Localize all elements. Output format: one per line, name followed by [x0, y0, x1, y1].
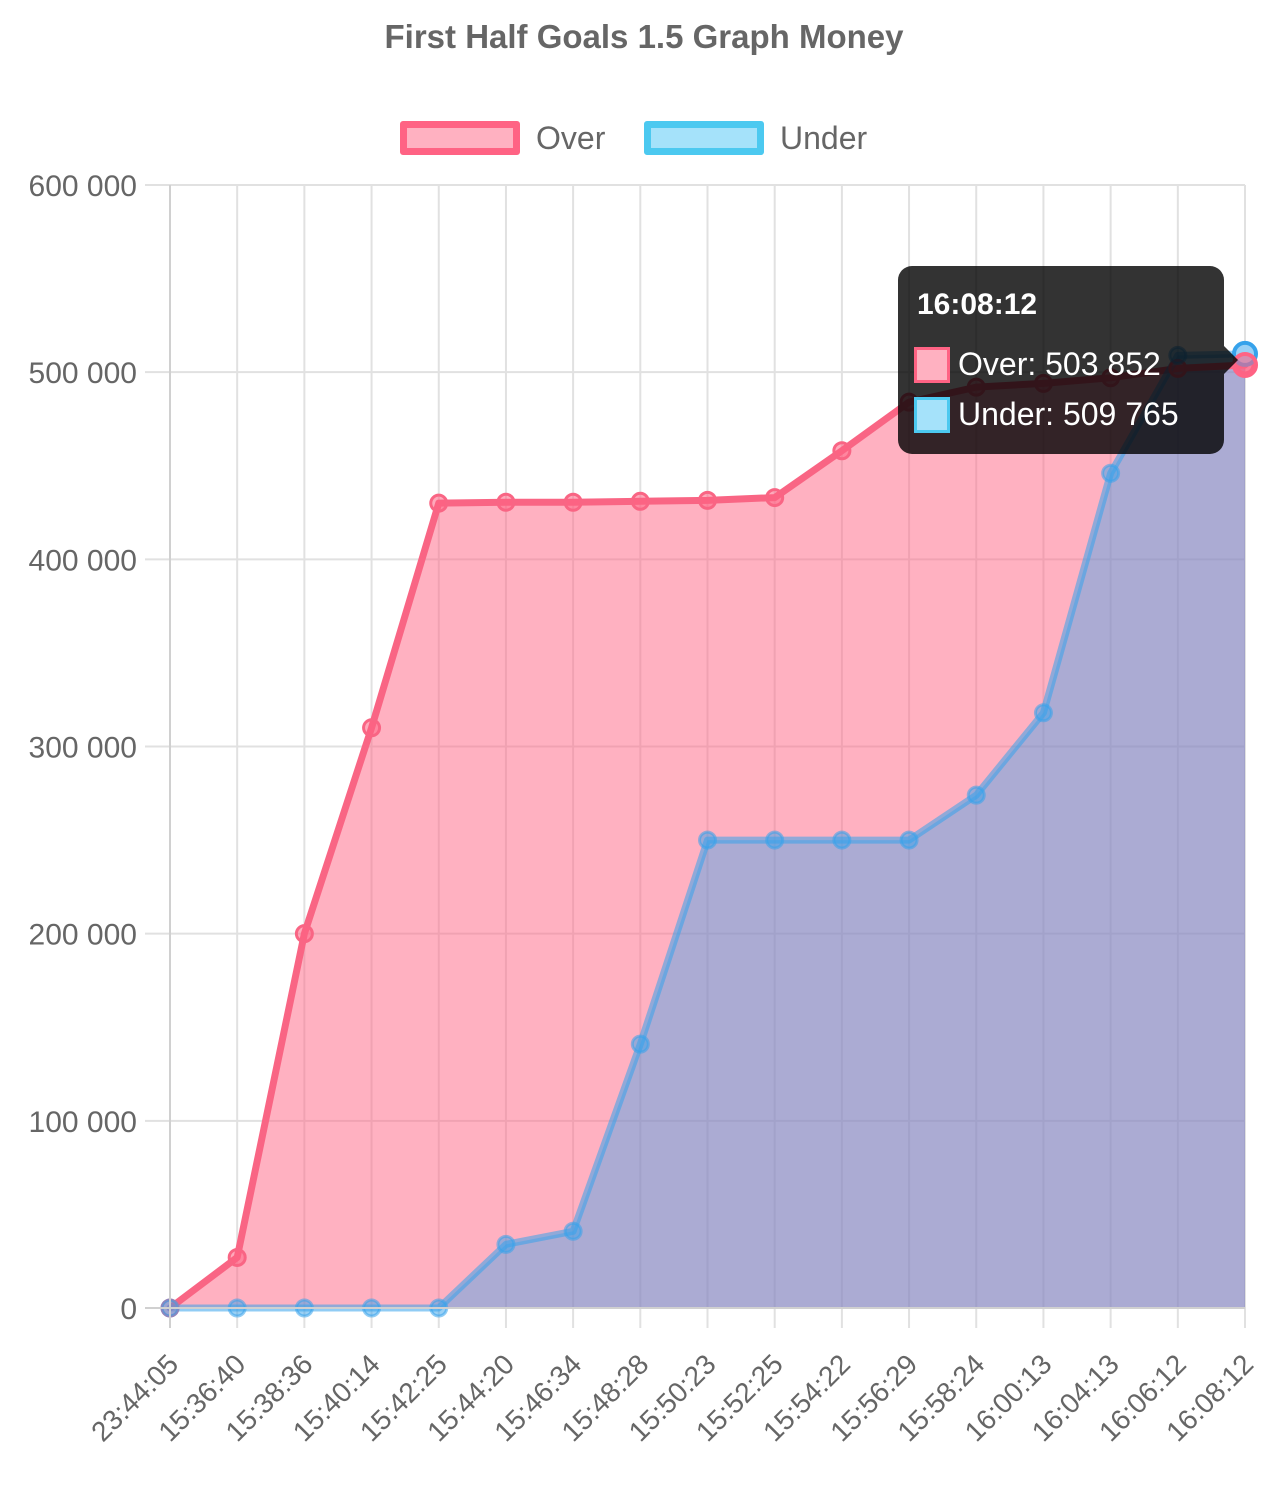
data-point-over: [765, 488, 785, 508]
tooltip: 16:08:12 Over: 503 852 Under: 509 765: [898, 266, 1224, 454]
y-tick-label: 0: [120, 1293, 137, 1326]
data-point-under: [496, 1234, 516, 1254]
legend-label-over: Over: [536, 119, 606, 156]
y-tick-label: 500 000: [29, 357, 137, 390]
data-point-over: [630, 491, 650, 511]
legend-item-over[interactable]: Over: [400, 114, 605, 162]
data-point-under: [899, 830, 919, 850]
y-tick-label: 200 000: [29, 919, 137, 952]
legend-swatch-under: [644, 121, 764, 155]
y-tick-label: 300 000: [29, 732, 137, 765]
data-point-under: [563, 1221, 583, 1241]
data-point-under: [832, 830, 852, 850]
tooltip-text-over: Over: 503 852: [958, 346, 1161, 382]
y-tick-label: 600 000: [29, 170, 137, 203]
data-point-over: [429, 493, 449, 513]
data-point-under: [698, 830, 717, 850]
legend-swatch-over: [400, 121, 520, 155]
tooltip-row-under: Under: 509 765: [914, 396, 1179, 433]
legend-label-under: Under: [780, 119, 868, 156]
legend-item-under[interactable]: Under: [644, 114, 867, 162]
data-point-over: [294, 924, 314, 944]
data-point-over: [563, 492, 583, 512]
y-tick-label: 400 000: [29, 544, 137, 577]
data-point-over: [362, 718, 382, 738]
data-point-under: [966, 785, 986, 805]
data-point-over: [496, 492, 516, 512]
tooltip-caret: [1224, 346, 1238, 374]
data-point-over: [698, 490, 717, 510]
data-point-under: [630, 1034, 650, 1054]
data-point-over: [832, 441, 852, 461]
tooltip-swatch-under: [914, 396, 950, 433]
tooltip-swatch-over: [914, 346, 950, 383]
tooltip-row-over: Over: 503 852: [914, 346, 1161, 383]
y-tick-label: 100 000: [29, 1106, 137, 1139]
chart-title: First Half Goals 1.5 Graph Money: [384, 18, 904, 55]
tooltip-title: 16:08:12: [917, 288, 1038, 321]
area-fill-under: [170, 353, 1245, 1308]
tooltip-text-under: Under: 509 765: [958, 396, 1179, 432]
data-point-over: [227, 1247, 247, 1267]
data-point-under: [765, 830, 785, 850]
data-point-under: [1033, 703, 1053, 723]
data-point-under: [1101, 463, 1121, 483]
